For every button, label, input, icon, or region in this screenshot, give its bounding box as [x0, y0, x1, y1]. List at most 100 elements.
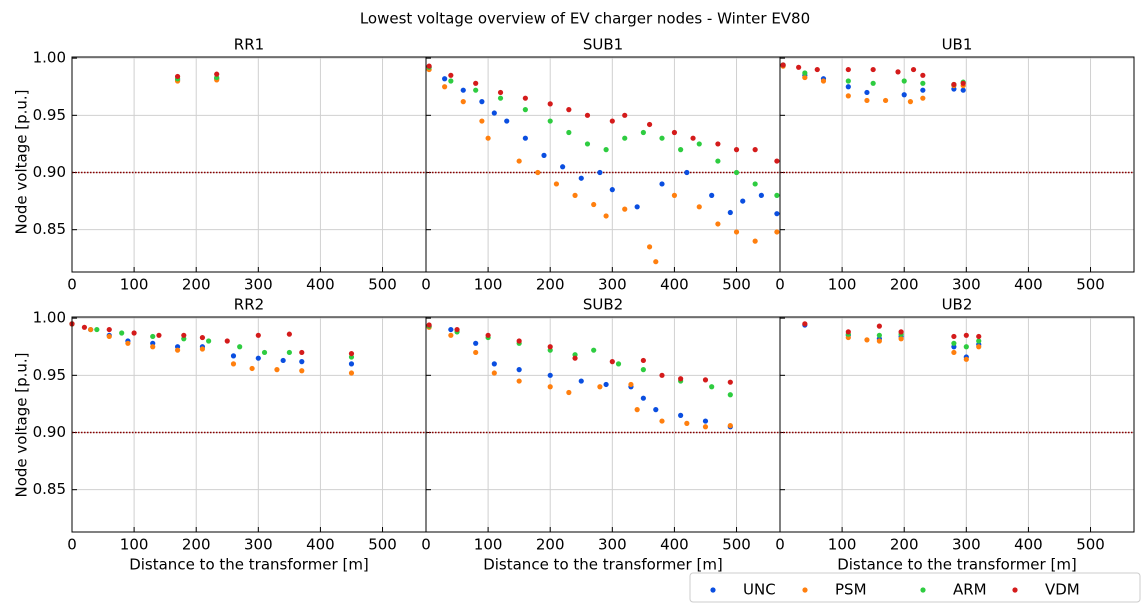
- data-point: [497, 89, 504, 96]
- data-point: [845, 329, 851, 335]
- y-tick-label: 0.85: [33, 220, 66, 238]
- data-point: [547, 118, 553, 124]
- data-point: [628, 381, 634, 388]
- data-point: [876, 332, 882, 338]
- data-point: [845, 93, 851, 99]
- data-point: [609, 359, 615, 365]
- x-tick-label: 100: [120, 276, 149, 294]
- data-point: [479, 99, 485, 105]
- y-tick-label: 0.90: [33, 423, 66, 441]
- data-point: [426, 322, 432, 328]
- subplot-title: SUB2: [583, 296, 623, 314]
- data-point: [774, 229, 780, 235]
- data-point: [864, 97, 870, 104]
- data-point: [206, 338, 212, 344]
- data-point: [653, 259, 659, 265]
- data-point: [584, 141, 591, 147]
- data-point: [640, 129, 646, 136]
- y-tick-label: 0.95: [33, 366, 66, 384]
- subplot-title: SUB1: [583, 36, 623, 54]
- x-tick-label: 300: [598, 536, 627, 554]
- data-point: [702, 418, 709, 424]
- data-point: [864, 337, 870, 343]
- plot-frame: [779, 316, 1135, 533]
- x-tick-label: 0: [67, 536, 77, 554]
- data-point: [535, 169, 541, 176]
- data-point: [578, 175, 584, 181]
- data-point: [727, 423, 733, 429]
- data-point: [578, 378, 584, 384]
- data-point: [845, 66, 851, 73]
- plot-frame: [71, 56, 427, 273]
- data-point: [348, 361, 355, 367]
- x-tick-label: 300: [952, 276, 981, 294]
- subplot-title: RR1: [234, 36, 264, 54]
- data-point: [752, 238, 758, 244]
- data-point: [131, 330, 137, 336]
- data-point: [150, 333, 156, 340]
- data-point: [702, 424, 709, 430]
- data-point: [963, 332, 969, 338]
- data-point: [659, 418, 665, 424]
- data-point: [547, 344, 553, 350]
- data-point: [348, 370, 355, 376]
- data-point: [659, 135, 665, 141]
- data-point: [174, 73, 181, 80]
- data-point: [709, 384, 715, 390]
- data-point: [898, 336, 904, 342]
- data-point: [591, 347, 597, 353]
- data-point: [715, 158, 721, 164]
- data-point: [106, 333, 112, 340]
- data-point: [299, 359, 305, 365]
- data-point: [603, 213, 609, 219]
- legend-label: ARM: [953, 581, 987, 599]
- data-point: [634, 204, 640, 210]
- data-point: [485, 135, 491, 141]
- x-tick-label: 400: [306, 276, 335, 294]
- data-point: [634, 407, 640, 413]
- data-point: [895, 69, 901, 75]
- legend-marker: [710, 587, 716, 593]
- data-point: [845, 84, 851, 90]
- data-point: [224, 338, 230, 344]
- plot-frame: [779, 56, 1135, 273]
- data-point: [774, 211, 780, 217]
- x-tick-label: 100: [474, 536, 503, 554]
- x-tick-label: 200: [890, 536, 919, 554]
- legend-marker: [1012, 587, 1018, 593]
- data-point: [622, 206, 628, 212]
- x-tick-label: 500: [368, 276, 397, 294]
- data-point: [522, 107, 528, 113]
- data-point: [920, 80, 926, 86]
- data-point: [553, 181, 560, 187]
- data-point: [94, 326, 100, 333]
- x-tick-label: 100: [120, 536, 149, 554]
- data-point: [653, 407, 659, 413]
- data-point: [473, 87, 479, 93]
- data-point: [597, 384, 603, 390]
- data-point: [286, 349, 292, 356]
- data-point: [230, 353, 237, 359]
- data-point: [516, 338, 522, 344]
- data-point: [181, 332, 187, 338]
- data-point: [88, 326, 94, 333]
- data-point: [727, 379, 733, 385]
- data-point: [597, 169, 603, 176]
- data-point: [199, 334, 206, 341]
- data-point: [960, 87, 966, 93]
- y-tick-label: 1.00: [33, 49, 66, 67]
- legend-label: PSM: [835, 581, 867, 599]
- data-point: [516, 367, 522, 373]
- subplot-title: UB2: [942, 296, 973, 314]
- x-tick-label: 0: [421, 536, 431, 554]
- data-point: [752, 147, 758, 153]
- data-point: [255, 332, 261, 338]
- data-point: [796, 64, 802, 70]
- data-point: [299, 349, 305, 356]
- x-tick-label: 400: [1014, 276, 1043, 294]
- x-axis-label: Distance to the transformer [m]: [837, 556, 1077, 574]
- data-point: [426, 63, 432, 69]
- data-point: [622, 135, 628, 141]
- x-tick-label: 500: [722, 536, 751, 554]
- data-point: [951, 333, 957, 340]
